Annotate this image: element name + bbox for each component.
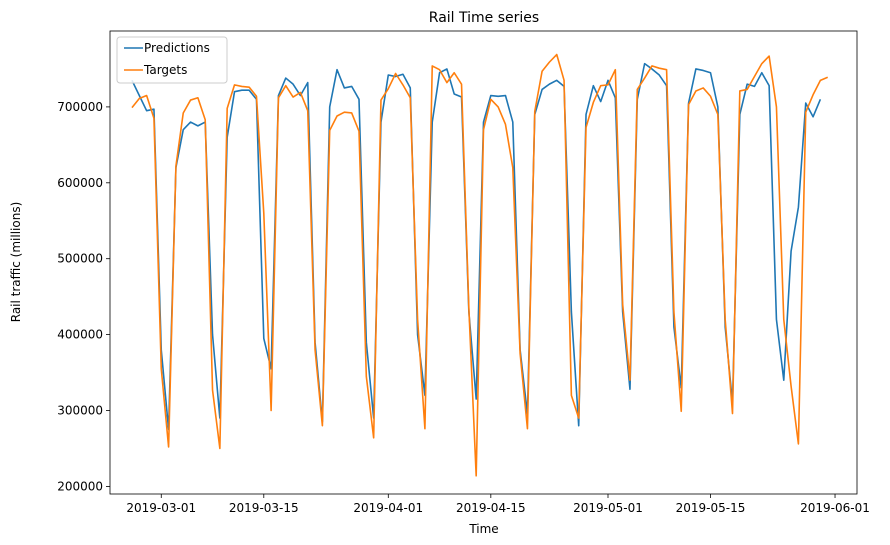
x-axis-label: Time — [468, 522, 498, 536]
x-tick-label: 2019-03-01 — [126, 501, 196, 515]
y-tick-label: 700000 — [57, 100, 103, 114]
x-tick-label: 2019-06-01 — [800, 501, 870, 515]
x-tick-label: 2019-03-15 — [229, 501, 299, 515]
legend: Predictions Targets — [116, 36, 228, 84]
plot-background — [110, 31, 857, 494]
plot-area — [110, 31, 857, 494]
x-tick-label: 2019-05-01 — [573, 501, 643, 515]
series-layer — [131, 53, 829, 477]
y-tick-label: 600000 — [57, 176, 103, 190]
plot-frame — [109, 30, 858, 495]
x-tick-label: 2019-04-01 — [353, 501, 423, 515]
y-axis-label: Rail traffic (millions) — [9, 202, 23, 323]
x-axis: 2019-03-01 2019-03-15 2019-04-01 2019-04-15… — [126, 494, 870, 515]
chart-title: Rail Time series — [429, 10, 539, 26]
series-line-targets — [131, 53, 829, 477]
y-tick-label: 200000 — [57, 479, 103, 493]
legend-box — [116, 36, 228, 84]
legend-label-predictions: Predictions — [144, 41, 210, 55]
y-tick-label: 300000 — [57, 404, 103, 418]
x-tick-label: 2019-05-15 — [676, 501, 746, 515]
y-axis: 200000 300000 400000 500000 600000 700000 — [57, 100, 110, 493]
series-line-predictions — [131, 62, 822, 431]
legend-label-targets: Targets — [143, 63, 187, 77]
y-tick-label: 400000 — [57, 328, 103, 342]
x-tick-label: 2019-04-15 — [456, 501, 526, 515]
y-tick-label: 500000 — [57, 252, 103, 266]
